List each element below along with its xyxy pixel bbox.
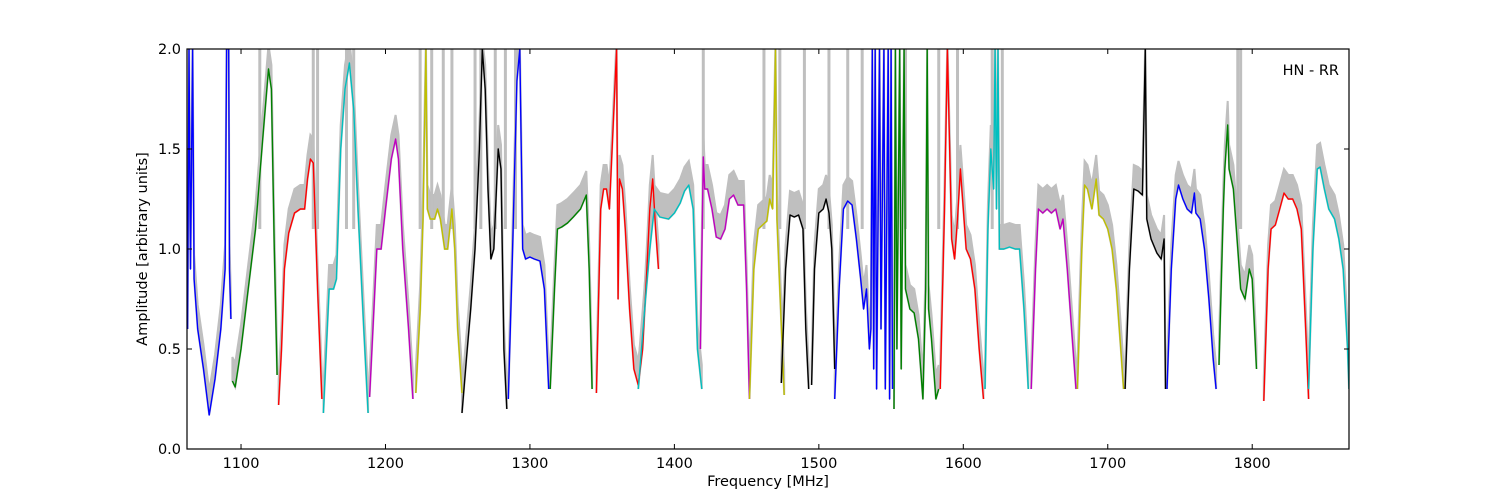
series-layer <box>187 49 1349 416</box>
series-line-band-26 <box>1307 166 1349 390</box>
axis-ticks: 1100 1200 1300 1400 1500 1600 1700 1800 0.0 0.5 1.… <box>158 42 1349 472</box>
annotation-label: HN - RR <box>1283 63 1339 79</box>
envelope-band <box>277 132 323 406</box>
series-line-band-3 <box>277 158 323 406</box>
x-axis-label: Frequency [MHz] <box>707 474 829 490</box>
y-tick-label: 1.0 <box>158 242 181 258</box>
y-axis-label: Amplitude [arbitrary units] <box>135 152 151 346</box>
series-line-band-15 <box>810 198 836 386</box>
envelope-band <box>549 170 594 390</box>
y-tick-label: 1.5 <box>158 142 181 158</box>
x-tick-label: 1800 <box>1234 456 1271 472</box>
envelope-band <box>1166 160 1218 390</box>
series-line-band-18 <box>939 49 985 400</box>
series-line-band-6 <box>415 49 463 394</box>
x-tick-label: 1500 <box>800 456 837 472</box>
series-line-band-9 <box>549 194 593 390</box>
envelope-band <box>461 49 508 414</box>
y-tick-label: 2.0 <box>158 42 181 58</box>
x-tick-label: 1400 <box>656 456 693 472</box>
series-line-band-2 <box>231 68 278 388</box>
series-line-band-20 <box>1030 208 1077 390</box>
series-line-band-23 <box>1166 184 1217 390</box>
series-line-band-17 <box>893 49 940 410</box>
series-line-band-25 <box>1263 192 1310 402</box>
series-line-band-14 <box>780 214 810 390</box>
envelope-band <box>699 132 751 400</box>
x-tick-label: 1700 <box>1089 456 1126 472</box>
series-line-band-22 <box>1124 49 1167 390</box>
envelope-layer <box>187 49 1349 416</box>
x-tick-label: 1300 <box>511 456 548 472</box>
series-line-band-21 <box>1076 178 1125 390</box>
series-line-band-24 <box>1218 124 1258 370</box>
series-line-band-1 <box>187 49 232 416</box>
x-tick-label: 1200 <box>367 456 404 472</box>
series-line-band-12 <box>699 156 751 400</box>
y-tick-label: 0.5 <box>158 342 181 358</box>
y-tick-label: 0.0 <box>158 442 181 458</box>
series-line-band-7 <box>461 49 508 414</box>
series-line-band-13 <box>748 49 785 400</box>
series-line-band-19 <box>984 49 1029 390</box>
series-line-band-10 <box>595 49 660 394</box>
series-line-band-4 <box>322 62 369 414</box>
envelope-band <box>1262 166 1310 402</box>
series-line-band-11 <box>637 184 703 390</box>
envelope-band <box>231 49 279 391</box>
x-tick-label: 1100 <box>223 456 260 472</box>
envelope-band <box>810 174 836 386</box>
x-tick-label: 1600 <box>945 456 982 472</box>
series-line-band-16 <box>834 49 894 400</box>
series-line-band-8 <box>507 49 550 400</box>
series-line-band-5 <box>368 138 414 400</box>
